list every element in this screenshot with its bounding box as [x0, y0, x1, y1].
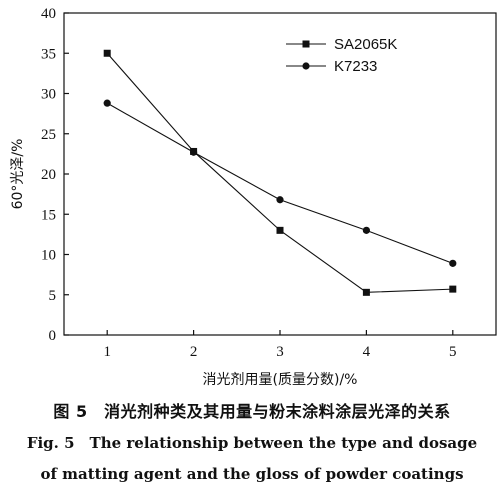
x-axis: 1 2 3 4 5 [103, 330, 457, 360]
data-point-square [276, 226, 284, 234]
data-point-circle [449, 259, 457, 267]
figure-caption-english-line2: of matting agent and the gloss of powder… [40, 465, 464, 483]
series-layer [103, 49, 457, 296]
y-tick-label: 25 [41, 127, 56, 143]
x-tick-label: 3 [276, 344, 284, 360]
y-tick-label: 5 [49, 288, 57, 304]
data-point-circle [103, 99, 111, 107]
y-tick-label: 0 [49, 328, 57, 344]
y-tick-label: 15 [41, 207, 56, 223]
y-axis-title: 60°光泽/% [10, 139, 26, 210]
y-axis: 0 5 10 15 20 25 30 35 40 [41, 6, 69, 344]
plot-frame [63, 12, 497, 336]
x-tick-label: 4 [363, 344, 371, 360]
data-point-square [449, 285, 457, 293]
legend-label: K7233 [334, 58, 377, 75]
figure-caption-chinese: 图 5 消光剂种类及其用量与粉末涂料涂层光泽的关系 [53, 402, 451, 421]
y-tick-label: 40 [41, 6, 56, 22]
data-point-circle [362, 226, 370, 234]
y-tick-label: 20 [41, 167, 56, 183]
x-tick-label: 1 [103, 344, 111, 360]
legend: SA2065K K7233 [286, 36, 397, 75]
x-tick-label: 5 [449, 344, 457, 360]
line-chart: 1 2 3 4 5 0 5 10 15 20 25 30 35 40 SA2065K K7233 消光剂用… [10, 6, 497, 388]
y-tick-label: 30 [41, 87, 56, 103]
series-line-k7233 [106, 102, 453, 264]
y-tick-label: 10 [41, 248, 56, 264]
legend-marker-circle [302, 62, 310, 70]
x-axis-title: 消光剂用量(质量分数)/% [203, 372, 358, 388]
series-line-sa2065k [106, 52, 453, 293]
x-tick-label: 2 [190, 344, 198, 360]
y-tick-label: 35 [41, 46, 56, 62]
legend-marker-square [302, 40, 310, 48]
data-point-circle [190, 148, 198, 156]
data-point-square [103, 49, 111, 57]
data-point-square [362, 288, 370, 296]
figure-caption-english-line1: Fig. 5 The relationship between the type… [26, 434, 478, 452]
legend-label: SA2065K [334, 36, 397, 53]
data-point-circle [276, 196, 284, 204]
